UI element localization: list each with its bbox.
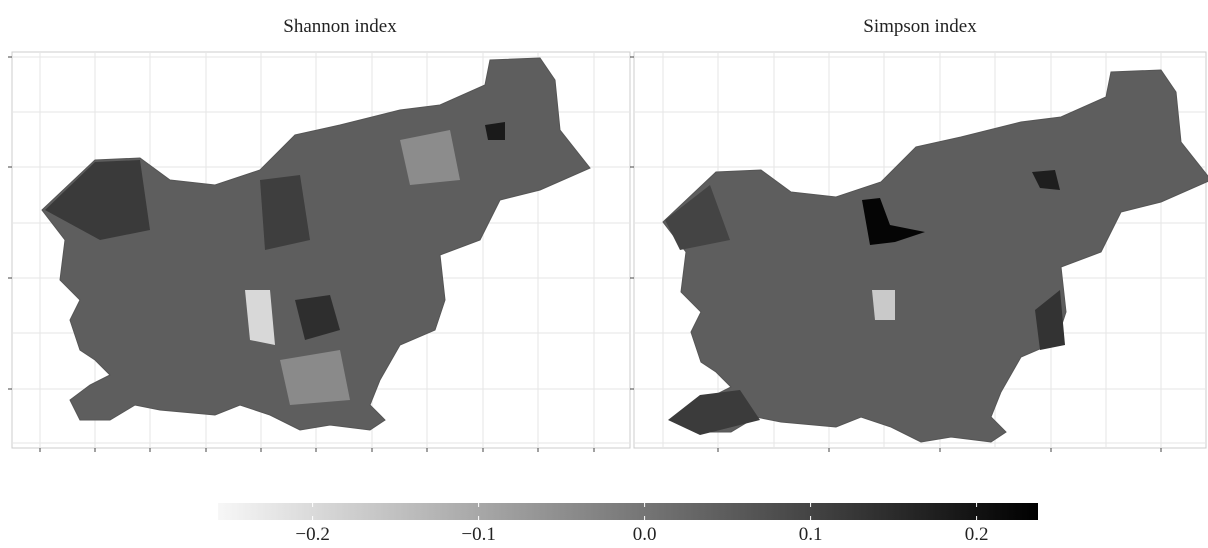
colorbar-tick-label: 0.1 <box>799 524 823 543</box>
map-simpson <box>663 70 1208 442</box>
colorbar-tick-label: −0.1 <box>461 524 495 543</box>
colorbar-tick-label: −0.2 <box>295 524 329 543</box>
figure: Shannon index Simpson index −0.2 −0.1 0.0 0… <box>0 0 1208 543</box>
panel-title: Simpson index <box>863 16 977 37</box>
colorbar-tick-label: 0.2 <box>965 524 989 543</box>
colorbar <box>218 503 1038 520</box>
panel-title: Shannon index <box>283 16 397 37</box>
colorbar-tick-label: 0.0 <box>633 524 657 543</box>
